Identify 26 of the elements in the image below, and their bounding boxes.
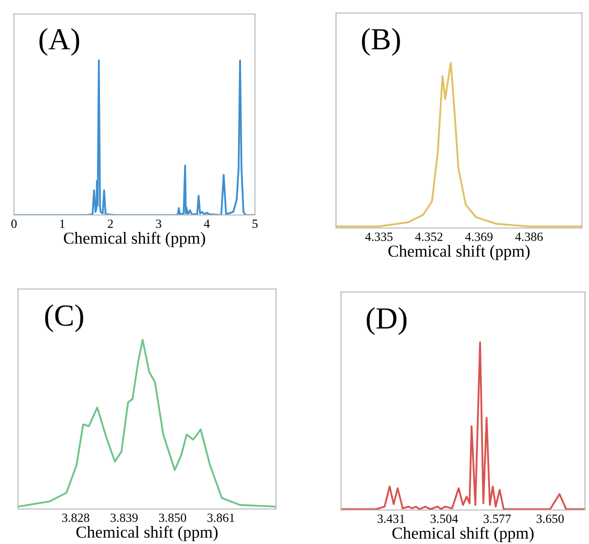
x-tick-label: 4 bbox=[204, 220, 210, 228]
x-tick-label: 4.352 bbox=[415, 232, 442, 242]
x-axis-title: Chemical shift (ppm) bbox=[392, 526, 534, 542]
x-tick-label: 3.828 bbox=[62, 514, 90, 522]
x-tick-label: 4.369 bbox=[465, 232, 493, 242]
x-tick-label: 3.504 bbox=[430, 514, 458, 524]
x-tick-label: 3.839 bbox=[110, 514, 138, 522]
x-axis-title: Chemical shift (ppm) bbox=[76, 526, 218, 542]
x-tick-label: 4.386 bbox=[515, 232, 543, 242]
x-tick-label: 3.861 bbox=[208, 514, 234, 522]
x-tick-label: 3.431 bbox=[378, 514, 404, 524]
x-tick-label: 3 bbox=[156, 220, 162, 228]
text: (B) bbox=[362, 28, 400, 56]
x-axis-title: Chemical shift (ppm) bbox=[64, 232, 206, 248]
x-tick-label: 4.335 bbox=[365, 232, 393, 242]
x-axis-title: Chemical shift (ppm) bbox=[388, 244, 530, 260]
x-tick-label: 2 bbox=[108, 220, 113, 228]
x-tick-label: 0 bbox=[11, 220, 17, 228]
text: (C) bbox=[45, 304, 84, 332]
x-tick-label: 3.650 bbox=[536, 514, 564, 524]
x-tick-label: 3.850 bbox=[159, 514, 186, 522]
x-tick-label: 3.577 bbox=[484, 514, 511, 524]
x-tick-label: 5 bbox=[252, 220, 258, 228]
text: (D) bbox=[366, 307, 406, 335]
text: (A) bbox=[39, 28, 80, 56]
x-tick-label: 1 bbox=[60, 220, 65, 228]
